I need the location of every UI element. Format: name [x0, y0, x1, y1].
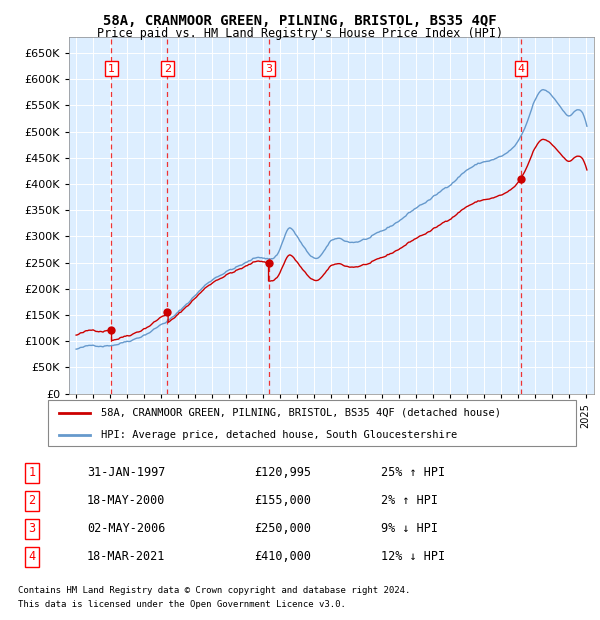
Text: 58A, CRANMOOR GREEN, PILNING, BRISTOL, BS35 4QF (detached house): 58A, CRANMOOR GREEN, PILNING, BRISTOL, B…	[101, 408, 501, 418]
Text: 9% ↓ HPI: 9% ↓ HPI	[380, 523, 437, 535]
Text: 2: 2	[164, 64, 171, 74]
Text: £155,000: £155,000	[254, 494, 311, 507]
Text: 4: 4	[518, 64, 524, 74]
Text: 18-MAY-2000: 18-MAY-2000	[87, 494, 165, 507]
Text: £250,000: £250,000	[254, 523, 311, 535]
Text: This data is licensed under the Open Government Licence v3.0.: This data is licensed under the Open Gov…	[18, 600, 346, 609]
Text: 2: 2	[29, 494, 36, 507]
Text: 1: 1	[29, 466, 36, 479]
Text: £120,995: £120,995	[254, 466, 311, 479]
Text: 3: 3	[265, 64, 272, 74]
Text: 1: 1	[108, 64, 115, 74]
Text: 2% ↑ HPI: 2% ↑ HPI	[380, 494, 437, 507]
Text: Contains HM Land Registry data © Crown copyright and database right 2024.: Contains HM Land Registry data © Crown c…	[18, 586, 410, 595]
FancyBboxPatch shape	[48, 400, 576, 446]
Text: 02-MAY-2006: 02-MAY-2006	[87, 523, 165, 535]
Text: £410,000: £410,000	[254, 551, 311, 564]
Text: Price paid vs. HM Land Registry's House Price Index (HPI): Price paid vs. HM Land Registry's House …	[97, 27, 503, 40]
Text: HPI: Average price, detached house, South Gloucestershire: HPI: Average price, detached house, Sout…	[101, 430, 457, 440]
Text: 18-MAR-2021: 18-MAR-2021	[87, 551, 165, 564]
Text: 12% ↓ HPI: 12% ↓ HPI	[380, 551, 445, 564]
Text: 4: 4	[29, 551, 36, 564]
Text: 58A, CRANMOOR GREEN, PILNING, BRISTOL, BS35 4QF: 58A, CRANMOOR GREEN, PILNING, BRISTOL, B…	[103, 14, 497, 28]
Text: 3: 3	[29, 523, 36, 535]
Text: 25% ↑ HPI: 25% ↑ HPI	[380, 466, 445, 479]
Text: 31-JAN-1997: 31-JAN-1997	[87, 466, 165, 479]
